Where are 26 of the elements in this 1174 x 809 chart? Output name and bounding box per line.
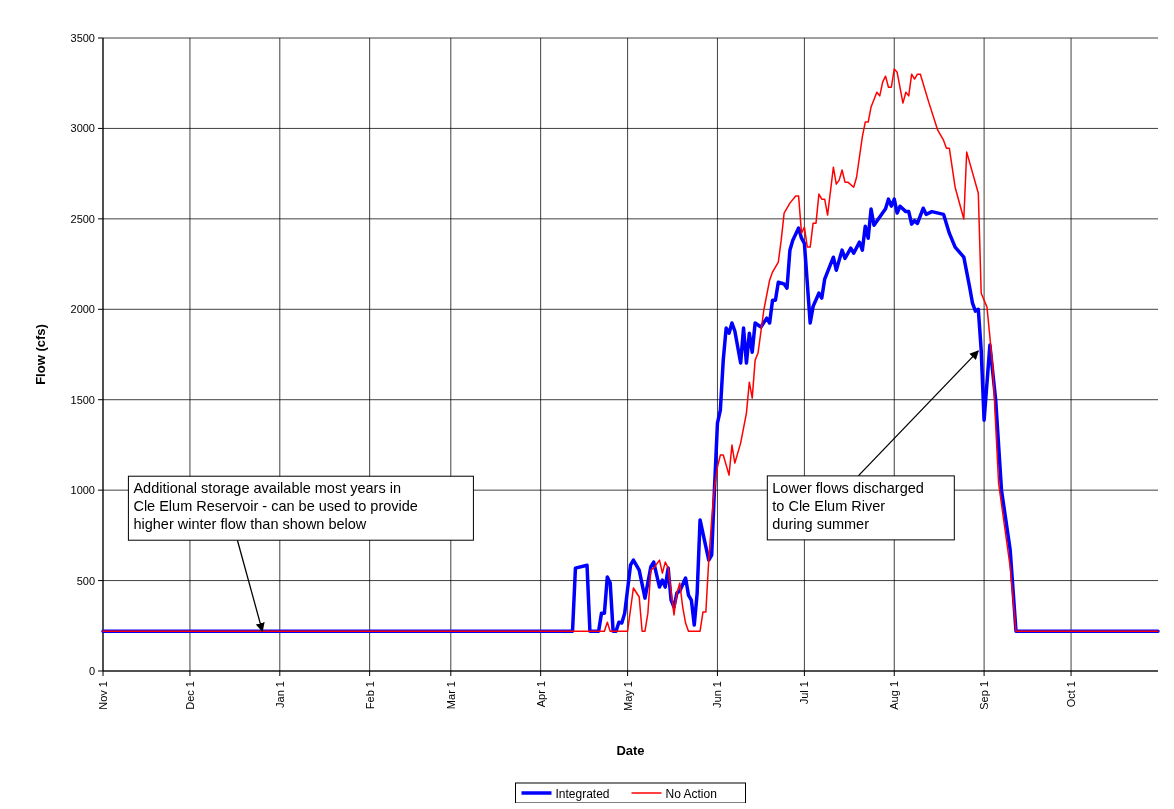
x-tick-label: Dec 1 — [183, 681, 196, 710]
legend-label: No Action — [665, 786, 717, 801]
x-tick-label: Nov 1 — [97, 681, 109, 710]
x-tick-label: May 1 — [621, 681, 634, 711]
legend-label: Integrated — [555, 786, 610, 801]
x-axis-title: Date — [616, 743, 645, 758]
x-tick-label: Jul 1 — [798, 681, 811, 705]
y-tick-label: 3500 — [70, 32, 95, 44]
x-tick-label: Aug 1 — [888, 681, 901, 710]
y-tick-label: 1000 — [70, 484, 95, 497]
y-tick-label: 500 — [76, 574, 95, 587]
y-axis-title: Flow (cfs) — [33, 324, 48, 385]
x-tick-label: Mar 1 — [444, 681, 457, 710]
y-tick-label: 2000 — [70, 303, 95, 316]
x-tick-label: Jan 1 — [273, 681, 286, 708]
y-tick-label: 1500 — [70, 393, 95, 406]
annotation: Lower flows discharged to Cle Elum River during summer — [772, 479, 924, 532]
y-tick-label: 0 — [88, 665, 95, 677]
y-tick-label: 3000 — [70, 122, 95, 135]
y-tick-label: 2500 — [70, 212, 95, 225]
x-tick-label: Sep 1 — [978, 681, 991, 710]
x-tick-label: Oct 1 — [1065, 681, 1078, 708]
x-tick-label: Feb 1 — [363, 681, 376, 710]
annotation: Additional storage available most years in Cle Elum Reservoir - can be used to provide higher winter flow than shown below — [133, 480, 418, 533]
x-tick-label: Apr 1 — [534, 681, 547, 708]
x-tick-label: Jun 1 — [711, 681, 724, 708]
